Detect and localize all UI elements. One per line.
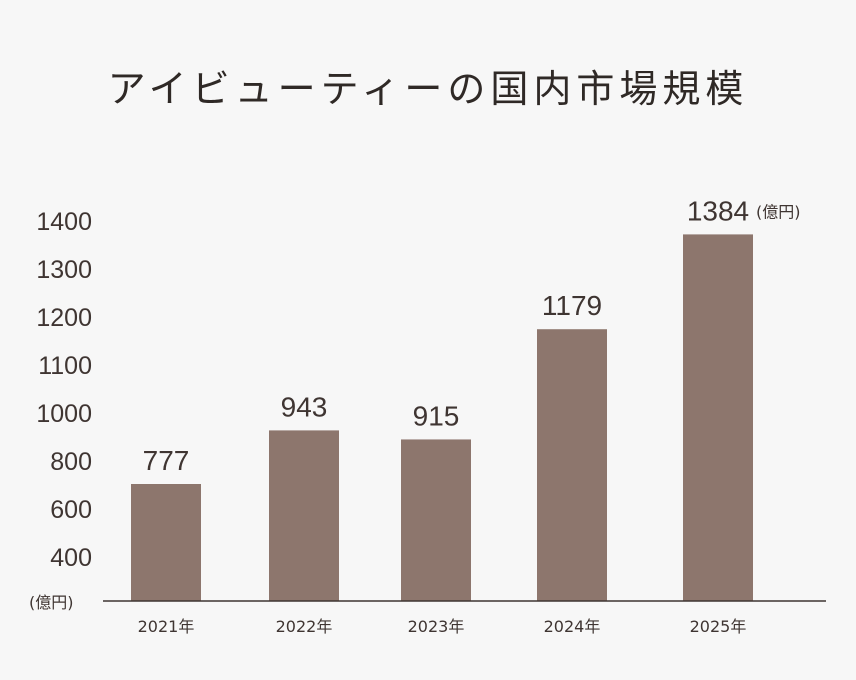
bar-2	[269, 430, 339, 601]
y-tick-label: 800	[50, 448, 92, 476]
chart-title: アイビューティーの国内市場規模	[107, 67, 749, 111]
y-tick-label: 600	[50, 496, 92, 524]
y-axis-unit: (億円)	[29, 593, 74, 612]
bar-5	[683, 234, 753, 601]
y-tick-label: 1000	[36, 400, 92, 428]
x-tick-label: 2022年	[276, 617, 333, 636]
y-tick-label: 1400	[36, 208, 92, 236]
x-axis-ticks: 2021年 2022年 2023年 2024年 2025年	[138, 617, 747, 636]
bar-3	[401, 439, 471, 601]
y-tick-label: 1300	[36, 256, 92, 284]
y-tick-label: 1200	[36, 304, 92, 332]
value-label: 1179	[542, 290, 602, 321]
x-tick-label: 2023年	[408, 617, 465, 636]
bar-4	[537, 329, 607, 601]
value-label: 777	[143, 445, 190, 476]
x-tick-label: 2025年	[690, 617, 747, 636]
y-tick-label: 1100	[38, 352, 92, 380]
bar-1	[131, 484, 201, 601]
value-label: 943	[281, 391, 328, 422]
y-axis-ticks: 1400 1300 1200 1100 1000 800 600 400	[36, 208, 92, 572]
value-unit-label: (億円)	[756, 202, 801, 221]
x-tick-label: 2021年	[138, 617, 195, 636]
value-label: 915	[413, 400, 460, 431]
x-tick-label: 2024年	[544, 617, 601, 636]
y-tick-label: 400	[50, 544, 92, 572]
value-label: 1384	[687, 195, 749, 226]
value-labels: 777 943 915 1179 1384 (億円)	[143, 195, 801, 476]
bars	[131, 234, 753, 601]
